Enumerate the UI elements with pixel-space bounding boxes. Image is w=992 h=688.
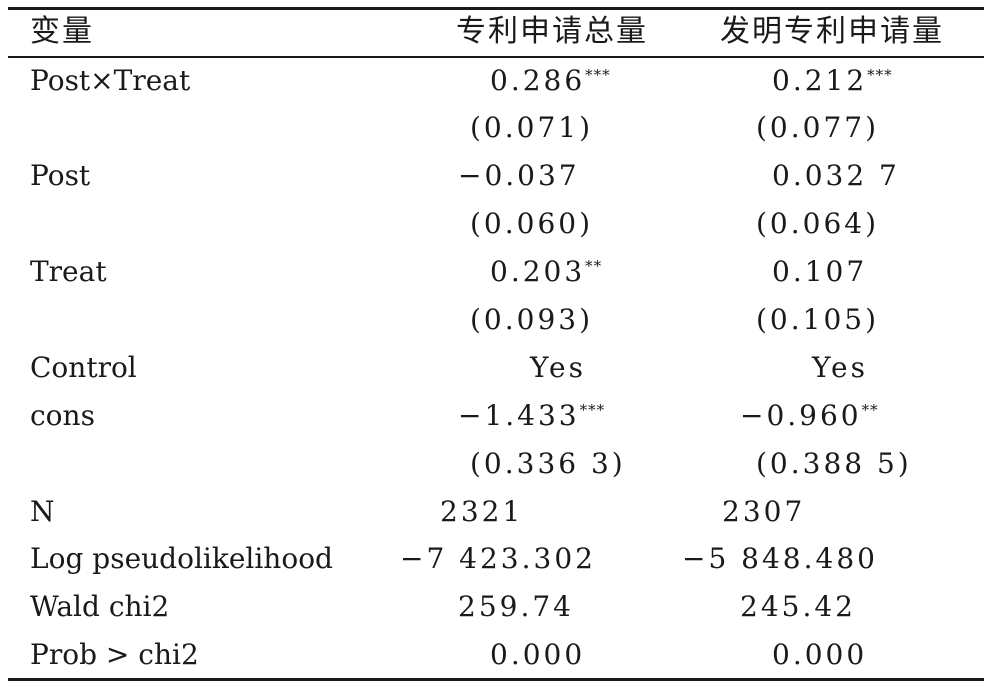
- total-patents-cell: 259.74: [458, 591, 574, 623]
- total-patents-cell-value: −7 423.302: [400, 542, 596, 575]
- row-variable-label: Wald chi2: [30, 590, 170, 623]
- invention-patents-cell: 245.42: [740, 591, 856, 623]
- total-patents-cell-significance: **: [585, 257, 603, 275]
- total-patents-cell-value: −1.433: [458, 399, 580, 432]
- total-patents-cell-value: Yes: [530, 351, 586, 384]
- total-patents-cell-value: 259.74: [458, 590, 574, 623]
- total-patents-cell: 0.000: [490, 639, 585, 671]
- header-variable: 变量: [30, 14, 94, 49]
- row-variable-label: Log pseudolikelihood: [30, 542, 333, 575]
- invention-patents-cell: Yes: [812, 352, 868, 384]
- invention-patents-cell: 0.212***: [772, 65, 893, 97]
- invention-patents-cell-value: 0.032 7: [772, 159, 900, 192]
- invention-patents-cell-value: −0.960: [740, 399, 862, 432]
- invention-patents-cell: 0.000: [772, 639, 867, 671]
- invention-patents-cell-value: 2307: [722, 495, 806, 528]
- total-patents-cell: 0.203**: [490, 256, 602, 288]
- total-patents-cell: 0.286***: [490, 65, 611, 97]
- total-patents-cell-significance: ***: [579, 401, 606, 419]
- total-patents-cell: (0.336 3): [470, 448, 626, 480]
- invention-patents-cell: 2307: [722, 496, 805, 528]
- total-patents-cell: (0.093): [470, 304, 593, 336]
- invention-patents-cell-value: (0.105): [756, 303, 880, 336]
- invention-patents-cell-value: 0.000: [772, 638, 868, 671]
- invention-patents-cell: (0.105): [756, 304, 879, 336]
- invention-patents-cell: 0.032 7: [772, 160, 900, 192]
- invention-patents-cell-value: Yes: [812, 351, 868, 384]
- row-variable-label: cons: [30, 399, 95, 432]
- total-patents-cell-value: (0.093): [470, 303, 594, 336]
- row-variable-label: Treat: [30, 255, 107, 288]
- row-variable-label: Post×Treat: [30, 64, 191, 97]
- total-patents-cell-value: 0.286: [490, 64, 586, 97]
- invention-patents-cell-value: (0.388 5): [756, 447, 912, 480]
- invention-patents-cell: (0.388 5): [756, 448, 912, 480]
- total-patents-cell: −0.037: [458, 160, 580, 192]
- table-bottom-rule: [8, 678, 984, 681]
- total-patents-cell-value: (0.336 3): [470, 447, 626, 480]
- total-patents-cell: Yes: [530, 352, 586, 384]
- invention-patents-cell-value: 0.212: [772, 64, 868, 97]
- invention-patents-cell: −5 848.480: [682, 543, 878, 575]
- total-patents-cell-value: (0.060): [470, 207, 594, 240]
- row-variable-label: Post: [30, 159, 91, 192]
- total-patents-cell: 2321: [440, 496, 523, 528]
- total-patents-cell: (0.071): [470, 112, 593, 144]
- total-patents-cell-value: 0.000: [490, 638, 586, 671]
- invention-patents-cell-value: 245.42: [740, 590, 856, 623]
- table-top-rule: [8, 7, 984, 10]
- invention-patents-cell: (0.077): [756, 112, 879, 144]
- invention-patents-cell: −0.960**: [740, 400, 879, 432]
- invention-patents-cell: 0.107: [772, 256, 867, 288]
- invention-patents-cell-significance: **: [861, 401, 879, 419]
- invention-patents-cell: (0.064): [756, 208, 879, 240]
- total-patents-cell: −1.433***: [458, 400, 605, 432]
- total-patents-cell-value: −0.037: [458, 159, 580, 192]
- total-patents-cell: −7 423.302: [400, 543, 596, 575]
- total-patents-cell: (0.060): [470, 208, 593, 240]
- total-patents-cell-significance: ***: [585, 66, 611, 84]
- row-variable-label: N: [30, 495, 55, 528]
- invention-patents-cell-value: (0.077): [756, 111, 880, 144]
- invention-patents-cell-value: (0.064): [756, 207, 880, 240]
- header-invention-patent-applications: 发明专利申请量: [720, 14, 944, 49]
- table-header-rule: [8, 56, 984, 58]
- total-patents-cell-value: 2321: [440, 495, 524, 528]
- invention-patents-cell-significance: ***: [867, 66, 893, 84]
- row-variable-label: Prob > chi2: [30, 638, 199, 671]
- total-patents-cell-value: 0.203: [490, 255, 586, 288]
- header-total-patent-applications: 专利申请总量: [456, 14, 648, 49]
- total-patents-cell-value: (0.071): [470, 111, 594, 144]
- invention-patents-cell-value: −5 848.480: [682, 542, 878, 575]
- row-variable-label: Control: [30, 351, 137, 384]
- invention-patents-cell-value: 0.107: [772, 255, 868, 288]
